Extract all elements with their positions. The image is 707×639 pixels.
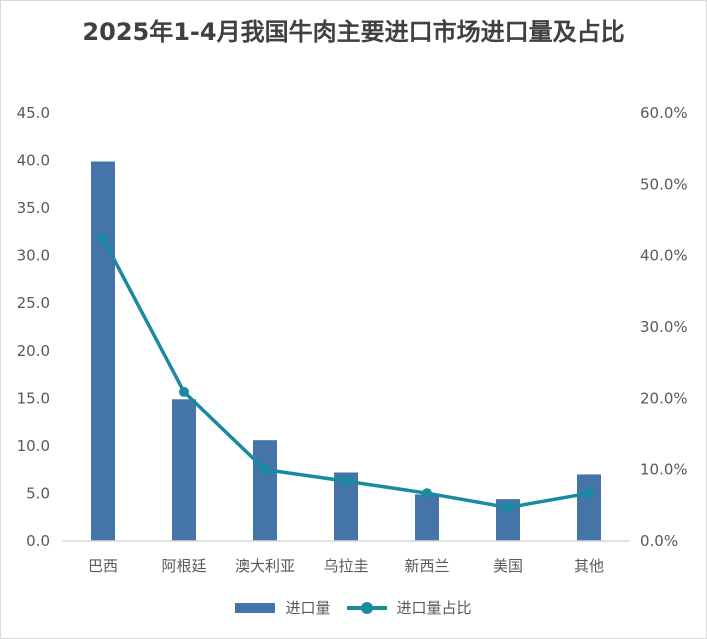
y2-tick-label: 30.0% <box>640 318 688 336</box>
y-tick-label: 30.0 <box>17 247 50 265</box>
y-tick-label: 0.0 <box>26 532 50 550</box>
x-tick-label: 澳大利亚 <box>235 557 295 575</box>
y-tick-label: 25.0 <box>17 294 50 312</box>
x-tick-label: 乌拉圭 <box>323 557 368 575</box>
y2-tick-label: 0.0% <box>640 532 678 550</box>
share-point <box>98 233 108 244</box>
share-point <box>503 502 513 513</box>
y-tick-label: 5.0 <box>26 484 50 502</box>
y-tick-label: 45.0 <box>17 104 50 122</box>
y-tick-label: 15.0 <box>17 389 50 407</box>
y-tick-label: 10.0 <box>17 437 50 455</box>
bar <box>577 474 601 541</box>
share-point <box>260 464 270 475</box>
legend: 进口量 进口量占比 <box>0 597 707 618</box>
x-tick-label: 美国 <box>493 557 523 575</box>
legend-bar-swatch <box>235 602 276 613</box>
y2-tick-label: 60.0% <box>640 104 688 122</box>
legend-label-volume: 进口量 <box>285 599 331 617</box>
chart-title: 2025年1-4月我国牛肉主要进口市场进口量及占比 <box>82 18 625 46</box>
x-tick-label: 巴西 <box>88 557 118 575</box>
y-tick-label: 35.0 <box>17 199 50 217</box>
bar <box>253 440 277 541</box>
bar <box>172 399 196 541</box>
legend-line-swatch <box>346 601 387 614</box>
y-tick-label: 20.0 <box>17 342 50 360</box>
share-point <box>341 476 351 487</box>
legend-label-share: 进口量占比 <box>396 599 472 617</box>
y-tick-label: 40.0 <box>17 152 50 170</box>
y2-tick-label: 40.0% <box>640 247 688 265</box>
x-tick-label: 其他 <box>574 557 604 575</box>
share-point <box>422 488 432 499</box>
share-point <box>584 488 594 499</box>
y2-tick-label: 20.0% <box>640 389 688 407</box>
x-tick-label: 新西兰 <box>404 557 449 575</box>
x-tick-label: 阿根廷 <box>161 557 206 575</box>
share-point <box>179 386 189 397</box>
y2-tick-label: 50.0% <box>640 175 688 193</box>
y2-tick-label: 10.0% <box>640 461 688 479</box>
bar <box>415 494 439 541</box>
bar <box>91 161 115 542</box>
